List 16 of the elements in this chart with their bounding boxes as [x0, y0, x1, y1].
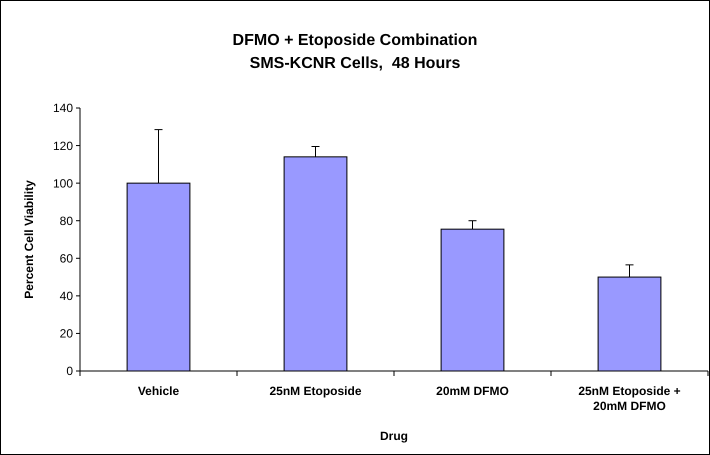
x-axis-title: Drug: [380, 429, 408, 443]
y-tick-label: 80: [60, 214, 74, 228]
x-tick-label: Vehicle: [138, 384, 180, 398]
y-tick-label: 100: [52, 176, 74, 190]
chart-title: DFMO + Etoposide Combination: [232, 32, 478, 49]
chart-subtitle: SMS-KCNR Cells, 48 Hours: [250, 55, 460, 72]
x-tick-label: 25nM Etoposide + 20mM DFMO: [578, 384, 681, 413]
x-tick-label: 25nM Etoposide: [269, 384, 362, 398]
y-tick-label: 120: [52, 138, 74, 153]
x-tick-label: 20mM DFMO: [436, 384, 509, 398]
y-tick-label: 0: [66, 364, 74, 378]
y-tick-label: 60: [60, 251, 74, 266]
y-tick-label: 40: [60, 289, 74, 304]
y-axis-title: Percent Cell Viability: [22, 180, 36, 299]
y-tick-label: 140: [52, 101, 74, 116]
y-tick-label: 20: [60, 326, 74, 341]
